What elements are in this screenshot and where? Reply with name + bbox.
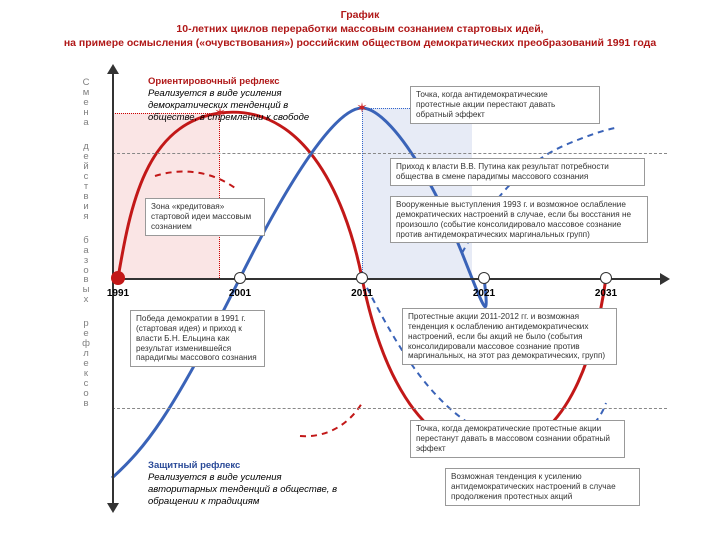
orient-reflex-label: Ориентировочный рефлекс Реализуется в ви… [148, 76, 338, 124]
annotation-box: Победа демократии в 1991 г. (стартовая и… [130, 310, 265, 367]
arrow-up-icon [107, 64, 119, 74]
year-label: 2031 [595, 288, 617, 299]
title-line-3: на примере осмысления («очувствования») … [20, 36, 700, 50]
annotation-box: Протестные акции 2011-2012 гг. и возможн… [402, 308, 617, 365]
year-marker [234, 272, 246, 284]
annotation-box: Вооруженные выступления 1993 г. и возмож… [390, 196, 648, 243]
title-line-2: 10-летних циклов переработки массовым со… [20, 22, 700, 36]
year-marker [600, 272, 612, 284]
year-label: 1991 [107, 288, 129, 299]
year-label: 2001 [229, 288, 251, 299]
dashed-limit-upper [112, 153, 667, 154]
title-block: График 10-летних циклов переработки масс… [0, 0, 720, 57]
annotation-box: Точка, когда демократические протестные … [410, 420, 625, 458]
protect-reflex-head: Защитный рефлекс [148, 460, 338, 472]
annotation-box: Приход к власти В.В. Путина как результа… [390, 158, 645, 186]
year-label: 2011 [351, 288, 373, 299]
start-marker [111, 271, 125, 285]
arrow-right-icon [660, 273, 670, 285]
orient-reflex-head: Ориентировочный рефлекс [148, 76, 338, 88]
annotation-box: Зона «кредитовая» стартовой идеи массовы… [145, 198, 265, 236]
year-marker [356, 272, 368, 284]
year-label: 2021 [473, 288, 495, 299]
orient-reflex-body: Реализуется в виде усиления демократичес… [148, 88, 338, 124]
annotation-box: Возможная тенденция к усилению антидемок… [445, 468, 640, 506]
annotation-box: Точка, когда антидемократические протест… [410, 86, 600, 124]
star-marker: ✶ [356, 100, 368, 117]
dashed-limit-lower [112, 408, 667, 409]
title-line-1: График [20, 8, 700, 22]
shaded-region-blue [362, 108, 472, 278]
year-marker [478, 272, 490, 284]
arrow-down-icon [107, 503, 119, 513]
y-axis-label: Смена действия базовых рефлексов [80, 78, 92, 409]
shaded-region-red [113, 113, 220, 278]
chart-area: 19912001201120212031 ✶✶✶ Ориентировочный… [100, 68, 670, 508]
protect-reflex-body: Реализуется в виде усиления авторитарных… [148, 472, 338, 508]
x-axis [112, 278, 667, 280]
protect-reflex-label: Защитный рефлекс Реализуется в виде усил… [148, 460, 338, 508]
